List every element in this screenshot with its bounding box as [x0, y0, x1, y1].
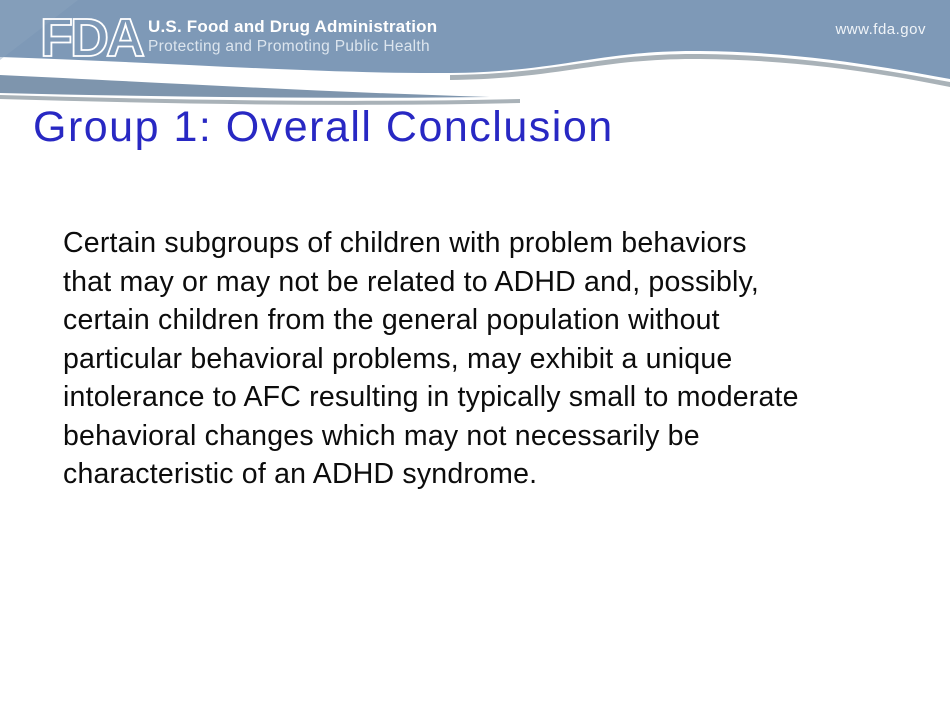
- website-url: www.fda.gov: [835, 21, 926, 38]
- header-band-shape: [0, 0, 950, 79]
- body-line: intolerance to AFC resulting in typicall…: [63, 381, 799, 413]
- body-paragraph: Certain subgroups of children with probl…: [63, 224, 799, 494]
- header-band: FDA: [0, 0, 950, 105]
- body-line: particular behavioral problems, may exhi…: [63, 342, 733, 375]
- agency-tagline: Protecting and Promoting Public Health: [148, 38, 430, 55]
- body-line: characteristic of an ADHD syndrome.: [63, 458, 538, 490]
- swoosh-shadow: [0, 95, 520, 105]
- corner-highlight: [0, 0, 78, 60]
- body-line: behavioral changes which may not necessa…: [63, 419, 700, 452]
- agency-name: U.S. Food and Drug Administration: [148, 17, 438, 36]
- body-line: Certain subgroups of children with probl…: [63, 227, 747, 259]
- slide-title: Group 1: Overall Conclusion: [33, 103, 614, 151]
- wave-shadow: [450, 53, 950, 87]
- fda-logo-icon: FDA: [40, 8, 144, 68]
- body-line: certain children from the general popula…: [63, 304, 720, 336]
- body-line: that may or may not be related to ADHD a…: [63, 265, 759, 298]
- swoosh: [0, 75, 490, 98]
